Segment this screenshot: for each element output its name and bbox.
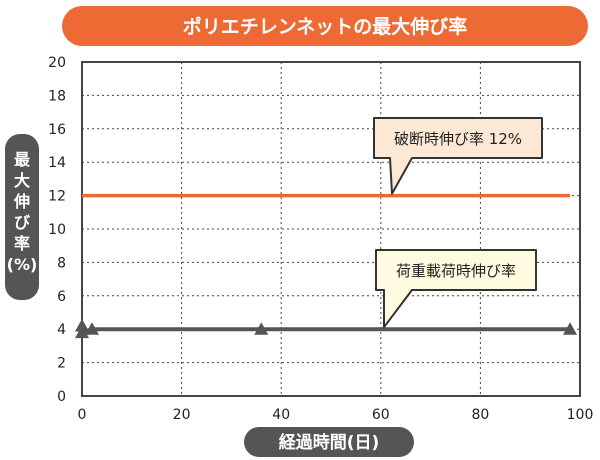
plot-area [81, 61, 581, 397]
data-point-1-0 [75, 318, 89, 332]
y-tick-label: 10 [48, 222, 66, 238]
x-tick-label: 60 [372, 407, 390, 423]
data-point-1-3 [254, 322, 269, 335]
y-axis-label-char: 率 [14, 234, 30, 253]
y-tick-label: 2 [57, 356, 66, 372]
y-tick-label: 12 [48, 189, 66, 205]
callouts: 破断時伸び率 12% 荷重載荷時伸び率 [373, 117, 543, 329]
y-axis-label-char: (%) [7, 255, 38, 274]
y-axis-label-char: 伸 [13, 192, 30, 211]
y-tick-label: 8 [57, 255, 66, 271]
data-point-1-1 [75, 325, 89, 339]
series [75, 193, 578, 339]
x-tick-label: 80 [471, 407, 489, 423]
callout-box-0 [373, 117, 543, 195]
x-axis-label: 経過時間(日) [279, 432, 380, 453]
data-point-1-2 [84, 322, 99, 335]
y-tick-label: 6 [57, 289, 66, 305]
y-tick-label: 16 [48, 122, 66, 138]
callout-box-1 [375, 249, 537, 329]
y-tick-label: 0 [57, 389, 66, 405]
data-point-1-4 [563, 322, 578, 335]
y-axis-label-char: び [14, 213, 31, 232]
ylabel-badge [5, 134, 39, 300]
callout-label-1: 荷重載荷時伸び率 [396, 262, 516, 280]
xlabel-badge [244, 427, 414, 457]
y-axis-label-char: 大 [14, 171, 30, 190]
x-tick-label: 100 [567, 407, 594, 423]
title-banner [62, 6, 588, 46]
y-tick-label: 14 [48, 155, 66, 171]
y-tick-label: 20 [48, 55, 66, 71]
chart-title: ポリエチレンネットの最大伸び率 [183, 15, 468, 38]
y-axis-label: 最大伸び率 (%) [7, 150, 38, 274]
y-tick-label: 18 [48, 88, 66, 104]
callout-label-0: 破断時伸び率 12% [394, 130, 522, 148]
x-tick-label: 0 [78, 407, 87, 423]
tick-labels: 0 2 4 6 8 10 12 14 16 18 20 0 20 40 60 80 100 [48, 55, 593, 423]
x-tick-label: 40 [272, 407, 290, 423]
y-axis-label-char: 最 [14, 150, 31, 169]
y-tick-label: 4 [57, 322, 66, 338]
x-tick-label: 20 [173, 407, 191, 423]
